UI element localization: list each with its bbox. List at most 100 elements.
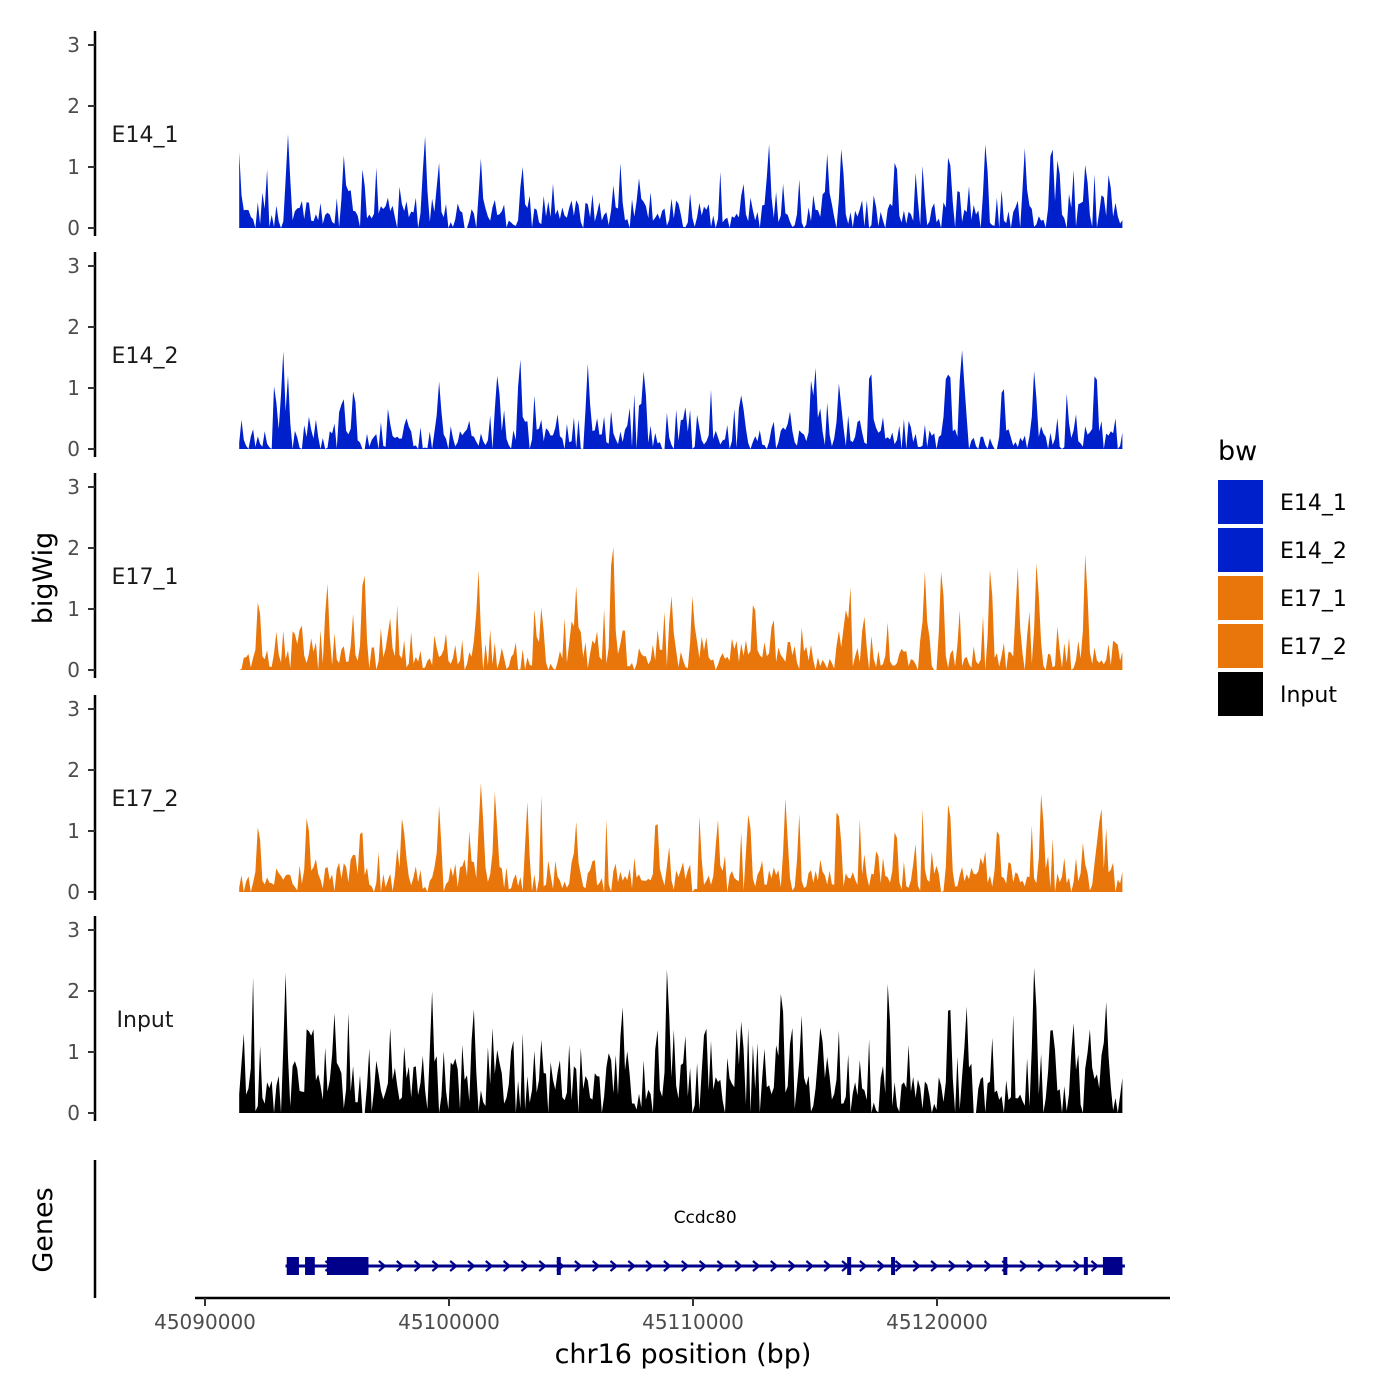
legend-swatch-E14_2 — [1218, 528, 1263, 572]
y-tick-label: 1 — [67, 1040, 80, 1064]
strand-arrow — [449, 1260, 458, 1272]
track-label: E14_2 — [112, 344, 179, 369]
x-tick-label: 45100000 — [398, 1310, 500, 1334]
strand-arrow — [716, 1260, 726, 1272]
y-tick-label: 3 — [67, 475, 80, 499]
y-tick-label: 2 — [67, 758, 80, 782]
gene-name-label: Ccdc80 — [674, 1208, 737, 1228]
strand-arrow — [698, 1260, 708, 1272]
legend: bw E14_1 E14_2 E17_1 E17_2 Input — [1218, 436, 1347, 716]
legend-swatch-Input — [1218, 672, 1263, 716]
x-axis: 45090000 45100000 45110000 45120000 — [154, 1296, 1170, 1334]
y-tick-label: 2 — [67, 315, 80, 339]
strand-arrow — [1072, 1260, 1082, 1272]
y-tick-label: 1 — [67, 597, 80, 621]
y-tick-label: 3 — [67, 33, 80, 57]
strand-arrow — [770, 1260, 779, 1272]
gene-exon — [305, 1257, 315, 1275]
strand-arrow — [627, 1260, 636, 1272]
y-tick-label: 2 — [67, 94, 80, 118]
gene-exon — [847, 1257, 852, 1275]
strand-arrow — [1055, 1260, 1064, 1272]
strand-arrow — [1019, 1260, 1028, 1272]
gene-exon — [1003, 1257, 1008, 1275]
signal-area-E17_2 — [239, 782, 1123, 892]
gene-exon — [1083, 1257, 1088, 1275]
x-tick-label: 45110000 — [642, 1310, 744, 1334]
track-E14_2: 0 1 2 3 E14_2 — [67, 252, 1123, 461]
strand-arrow — [645, 1260, 654, 1272]
strand-arrow — [502, 1260, 512, 1272]
y-tick-label: 2 — [67, 536, 80, 560]
y-tick-label: 3 — [67, 254, 80, 278]
legend-title: bw — [1218, 436, 1257, 467]
y-tick-label: 2 — [67, 979, 80, 1003]
strand-arrow — [396, 1260, 405, 1272]
legend-label: E14_2 — [1280, 539, 1347, 564]
track-E14_1: 0 1 2 3 E14_1 — [67, 31, 1123, 240]
strand-arrow — [930, 1260, 939, 1272]
y-tick-label: 0 — [67, 1101, 80, 1125]
signal-area-E14_1 — [239, 134, 1123, 228]
legend-label: E17_1 — [1280, 587, 1347, 612]
strand-arrow — [431, 1260, 441, 1272]
y-tick-label: 1 — [67, 376, 80, 400]
y-axis-title: bigWig — [28, 532, 59, 625]
strand-arrow — [805, 1260, 815, 1272]
strand-arrow — [663, 1260, 672, 1272]
strand-arrow — [413, 1260, 423, 1272]
strand-arrow — [1090, 1260, 1100, 1272]
y-tick-label: 0 — [67, 658, 80, 682]
strand-arrow — [1037, 1260, 1046, 1272]
strand-arrow — [609, 1260, 619, 1272]
gene-exon — [286, 1257, 299, 1275]
track-label: E14_1 — [112, 123, 179, 148]
y-tick-label: 0 — [67, 216, 80, 240]
y-tick-label: 1 — [67, 819, 80, 843]
legend-swatch-E14_1 — [1218, 480, 1263, 524]
legend-swatch-E17_2 — [1218, 624, 1263, 668]
strand-arrow — [912, 1260, 921, 1272]
y-tick-label: 0 — [67, 880, 80, 904]
strand-arrow — [520, 1260, 530, 1272]
strand-arrow — [965, 1260, 975, 1272]
strand-arrow — [485, 1260, 494, 1272]
legend-swatch-E17_1 — [1218, 576, 1263, 620]
strand-arrow — [948, 1260, 957, 1272]
track-label: E17_1 — [112, 565, 179, 590]
gene-exon — [1102, 1257, 1123, 1275]
x-axis-title: chr16 position (bp) — [555, 1339, 812, 1370]
x-tick-label: 45120000 — [886, 1310, 988, 1334]
strand-arrow — [876, 1260, 886, 1272]
legend-label: Input — [1280, 683, 1337, 708]
strand-arrow — [591, 1260, 601, 1272]
strand-arrow — [823, 1260, 832, 1272]
y-tick-label: 1 — [67, 155, 80, 179]
strand-arrow — [574, 1260, 583, 1272]
strand-arrow — [680, 1260, 690, 1272]
track-E17_2: 0 1 2 3 E17_2 — [67, 695, 1123, 904]
strand-arrow — [467, 1260, 476, 1272]
track-label: E17_2 — [112, 787, 179, 812]
strand-arrow — [859, 1260, 868, 1272]
track-E17_1: 0 1 2 3 E17_1 — [67, 473, 1123, 682]
x-tick-label: 45090000 — [154, 1310, 256, 1334]
strand-arrow — [983, 1260, 993, 1272]
strand-arrow — [734, 1260, 743, 1272]
strand-arrow — [378, 1260, 387, 1272]
tracks-layer: 0 1 2 3 E14_1 0 1 2 3 E14_2 0 1 2 3 E17_1 0 1 2 3 E17_2 0 1 2 3… — [67, 31, 1123, 1125]
legend-label: E17_2 — [1280, 635, 1347, 660]
strand-arrow — [894, 1260, 904, 1272]
signal-area-E14_2 — [239, 350, 1123, 449]
strand-arrow — [752, 1260, 761, 1272]
legend-label: E14_1 — [1280, 491, 1347, 516]
y-tick-label: 3 — [67, 918, 80, 942]
strand-arrow — [538, 1260, 547, 1272]
signal-area-E17_1 — [239, 547, 1123, 670]
track-Input: 0 1 2 3 Input — [67, 916, 1123, 1125]
signal-area-Input — [239, 967, 1123, 1113]
track-label: Input — [117, 1008, 174, 1033]
y-tick-label: 0 — [67, 437, 80, 461]
